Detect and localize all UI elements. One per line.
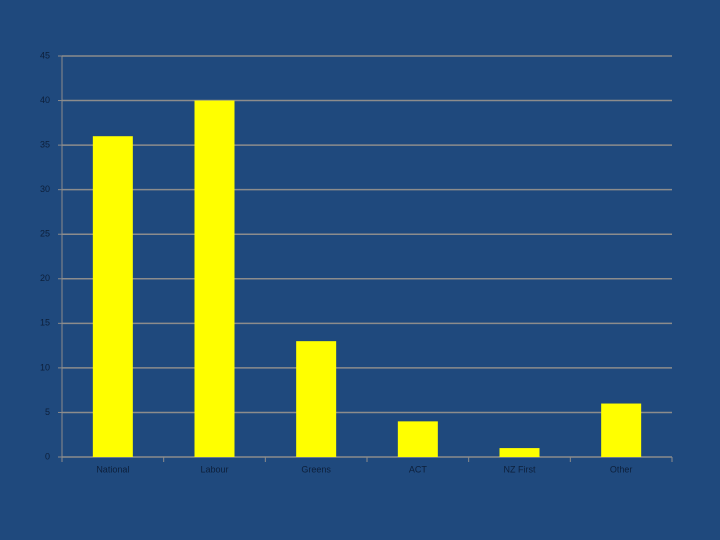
bar	[601, 403, 642, 457]
y-tick-label: 0	[45, 451, 50, 461]
bar	[499, 448, 540, 457]
x-tick-label: Other	[610, 464, 633, 474]
bar	[397, 421, 438, 457]
y-tick-label: 20	[40, 273, 50, 283]
x-tick-label: Greens	[301, 464, 331, 474]
bar	[194, 100, 235, 458]
y-tick-label: 15	[40, 318, 50, 328]
y-tick-label: 35	[40, 139, 50, 149]
x-tick-label: Labour	[200, 464, 228, 474]
y-tick-label: 30	[40, 184, 50, 194]
y-tick-label: 10	[40, 362, 50, 372]
x-tick-label: National	[96, 464, 129, 474]
x-tick-label: NZ First	[504, 464, 536, 474]
y-tick-label: 25	[40, 229, 50, 239]
y-tick-label: 40	[40, 95, 50, 105]
bar	[92, 136, 133, 457]
x-tick-label: ACT	[409, 464, 428, 474]
y-tick-label: 45	[40, 50, 50, 60]
bar	[296, 341, 337, 457]
y-tick-label: 5	[45, 407, 50, 417]
